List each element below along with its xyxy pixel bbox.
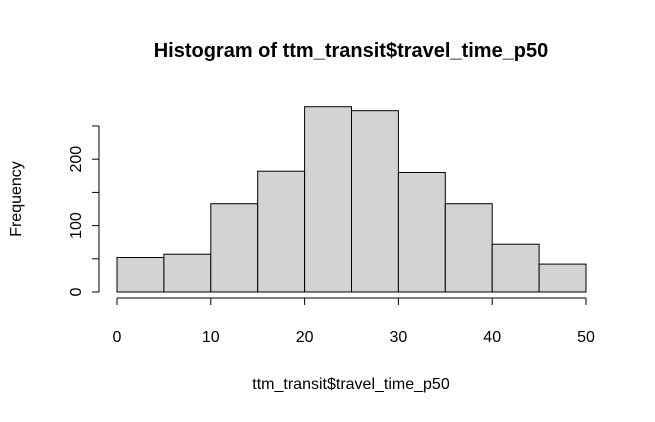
x-tick-label: 20	[296, 329, 314, 346]
histogram-bar	[538, 263, 587, 293]
x-axis-label: ttm_transit$travel_time_p50	[252, 376, 450, 393]
histogram-bar	[163, 253, 212, 293]
bars-group	[116, 106, 587, 293]
x-tick-label: 40	[483, 329, 501, 346]
histogram-bar	[351, 110, 399, 293]
y-axis: 0 100 200	[68, 125, 100, 296]
x-tick-label: 0	[113, 329, 122, 346]
histogram-bar	[304, 106, 353, 293]
histogram-bar	[444, 203, 493, 293]
histogram-bar	[257, 170, 306, 293]
y-tick-label: 200	[68, 146, 85, 173]
x-axis: 0 10 20 30 40 50	[113, 297, 595, 346]
histogram-bar	[491, 243, 540, 293]
y-tick-label: 100	[68, 212, 85, 239]
histogram-bar	[397, 172, 446, 293]
x-tick-label: 30	[390, 329, 408, 346]
y-axis-label: Frequency	[8, 161, 25, 237]
chart-title: Histogram of ttm_transit$travel_time_p50	[154, 40, 549, 62]
x-tick-label: 10	[202, 329, 220, 346]
histogram-bar	[210, 203, 259, 293]
x-tick-label: 50	[577, 329, 595, 346]
y-tick-label: 0	[68, 287, 85, 296]
histogram-bar	[116, 257, 165, 293]
